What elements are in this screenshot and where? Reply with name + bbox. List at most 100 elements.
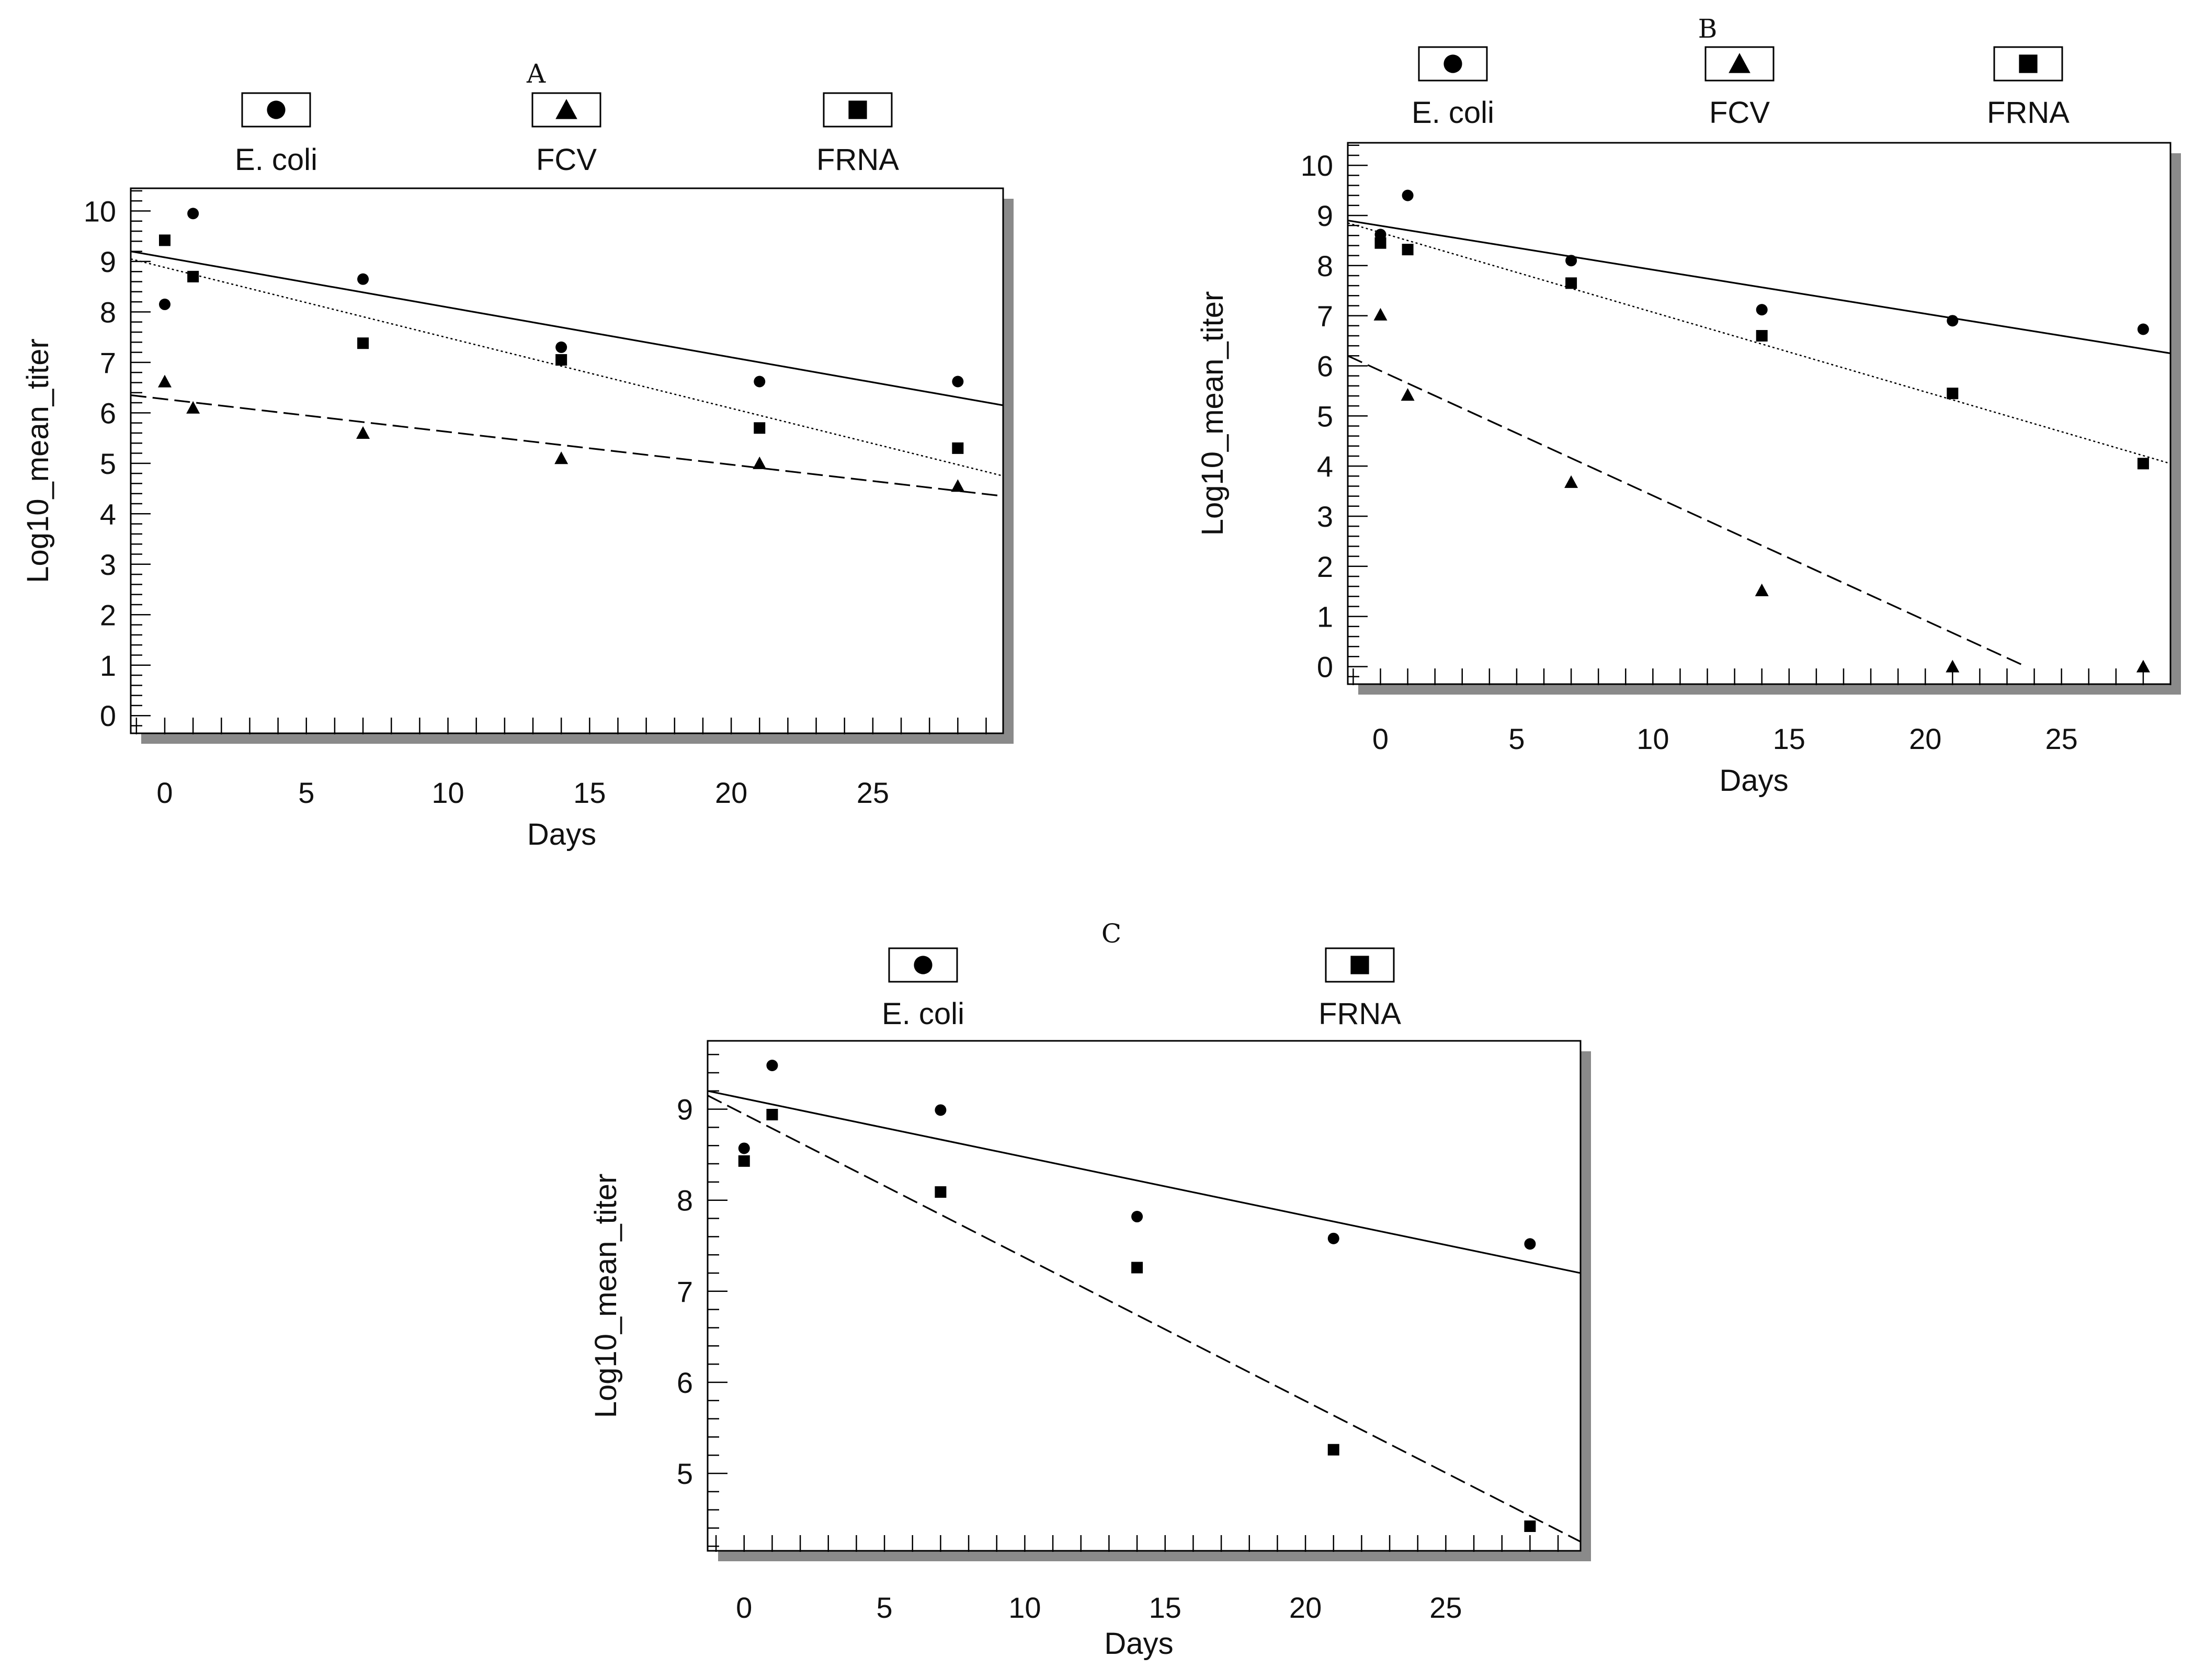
legend-label-frna: FRNA <box>1318 997 1401 1031</box>
x-axis-title: Days <box>527 818 596 852</box>
y-tick-label: 6 <box>1317 349 1333 382</box>
y-tick-label: 9 <box>1317 199 1333 232</box>
legend-marker-e-coli <box>914 956 933 974</box>
x-tick-label: 20 <box>715 776 747 809</box>
y-tick-label: 5 <box>1317 400 1333 433</box>
data-point-e-coli <box>1756 304 1768 316</box>
data-point-e-coli <box>555 341 567 353</box>
legend-label-e-coli: E. coli <box>235 143 317 177</box>
y-tick-label: 2 <box>1317 550 1333 583</box>
data-point-frna <box>766 1109 778 1121</box>
data-point-frna <box>952 442 964 454</box>
data-point-fcv <box>157 374 172 388</box>
x-tick-label: 0 <box>156 776 173 809</box>
legend-label-e-coli: E. coli <box>882 997 964 1031</box>
x-tick-label: 0 <box>736 1591 752 1624</box>
data-point-frna <box>1565 277 1577 289</box>
legend-label-frna: FRNA <box>816 143 899 177</box>
x-axis-title: Days <box>1719 764 1788 798</box>
data-point-fcv <box>1564 475 1578 488</box>
data-point-e-coli <box>738 1142 750 1154</box>
data-point-fcv <box>2136 660 2150 673</box>
y-axis-title: Log10_mean_titer <box>21 338 55 583</box>
data-point-frna <box>1947 388 1959 400</box>
data-point-frna <box>754 422 766 434</box>
fit-line-e-coli <box>131 251 1003 406</box>
data-point-fcv <box>1946 660 1960 673</box>
x-tick-label: 25 <box>1429 1591 1462 1624</box>
x-tick-label: 0 <box>1372 722 1389 755</box>
data-point-frna <box>1327 1444 1339 1456</box>
fit-line-e-coli <box>708 1090 1581 1274</box>
y-tick-label: 0 <box>100 699 116 732</box>
data-point-frna <box>738 1155 750 1167</box>
chart-panel-b: B 0 1 2 3 4 5 6 7 8 9 10 0 5 10 15 20 25 Days Log10_mean_ti… <box>1196 14 2181 798</box>
x-tick-label: 10 <box>1008 1591 1041 1624</box>
panel-letter: C <box>1101 918 1121 949</box>
data-point-frna <box>555 354 567 366</box>
legend-marker-fcv <box>1729 53 1750 73</box>
x-tick-label: 20 <box>1909 722 1941 755</box>
y-tick-label: 7 <box>677 1275 693 1308</box>
data-point-e-coli <box>1131 1211 1143 1223</box>
y-tick-label: 4 <box>1317 450 1333 483</box>
legend-marker-frna <box>1350 956 1369 974</box>
data-point-fcv <box>356 426 370 439</box>
data-point-frna <box>935 1186 947 1198</box>
chart-panel-c: C 5 6 7 8 9 0 5 10 15 20 25 Days Log10_mean_titer E. c… <box>589 918 1591 1661</box>
panel-letter: A <box>526 59 546 89</box>
y-tick-label: 1 <box>100 649 116 682</box>
y-axis-title: Log10_mean_titer <box>1196 291 1230 536</box>
data-point-e-coli <box>1327 1232 1339 1244</box>
y-tick-label: 6 <box>100 396 116 429</box>
y-tick-label: 7 <box>100 346 116 379</box>
legend-label-e-coli: E. coli <box>1412 96 1494 130</box>
data-point-e-coli <box>754 376 766 388</box>
data-point-fcv <box>1373 308 1388 321</box>
y-tick-label: 4 <box>100 497 116 530</box>
data-point-e-coli <box>1402 189 1414 201</box>
data-point-fcv <box>951 479 965 492</box>
x-tick-label: 10 <box>1636 722 1669 755</box>
x-tick-label: 15 <box>1149 1591 1181 1624</box>
x-tick-label: 15 <box>573 776 606 809</box>
y-tick-label: 0 <box>1317 650 1333 683</box>
data-point-fcv <box>753 456 767 469</box>
fit-line-frna <box>131 258 1003 477</box>
y-tick-label: 9 <box>677 1093 693 1126</box>
data-point-frna <box>2137 458 2149 470</box>
y-tick-label: 8 <box>1317 249 1333 282</box>
panel-letter: B <box>1698 14 1718 44</box>
fit-line-frna <box>708 1095 1581 1543</box>
data-point-fcv <box>1401 388 1415 401</box>
legend-label-fcv: FCV <box>536 143 597 177</box>
x-tick-label: 20 <box>1289 1591 1322 1624</box>
legend-marker-e-coli <box>1443 54 1462 73</box>
fit-line-frna <box>1348 222 2170 464</box>
legend-marker-e-coli <box>267 100 286 119</box>
plot-frame <box>1347 142 2172 685</box>
x-axis-title: Days <box>1104 1627 1173 1661</box>
data-point-e-coli <box>1947 315 1959 327</box>
legend-box-e-coli <box>888 947 958 983</box>
y-tick-label: 3 <box>100 548 116 581</box>
plot-frame <box>707 1040 1582 1552</box>
data-point-e-coli <box>187 208 199 220</box>
data-point-e-coli <box>357 273 369 285</box>
data-point-frna <box>1402 244 1414 256</box>
y-tick-label: 5 <box>100 447 116 480</box>
data-point-frna <box>187 270 199 282</box>
x-tick-label: 10 <box>431 776 464 809</box>
data-point-e-coli <box>158 298 170 310</box>
data-point-frna <box>357 337 369 349</box>
data-point-fcv <box>186 401 200 414</box>
x-tick-label: 5 <box>1508 722 1525 755</box>
data-point-frna <box>158 234 170 246</box>
legend-label-fcv: FCV <box>1709 96 1770 130</box>
fit-line-fcv <box>1348 355 2027 667</box>
x-tick-label: 5 <box>298 776 314 809</box>
x-tick-label: 5 <box>877 1591 893 1624</box>
y-tick-label: 5 <box>677 1457 693 1490</box>
data-point-frna <box>1524 1520 1536 1532</box>
